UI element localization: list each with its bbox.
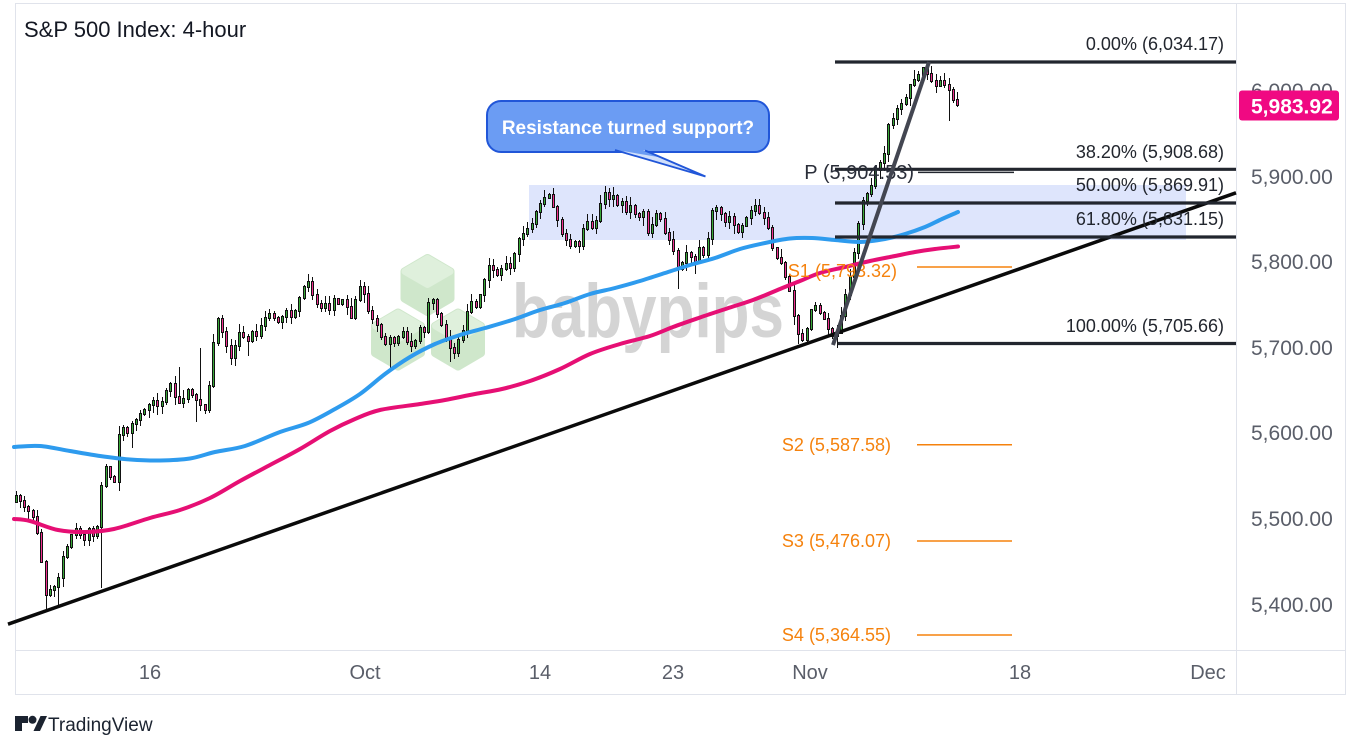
svg-text:S&P 500 Index: 4-hour: S&P 500 Index: 4-hour [24,17,246,42]
svg-text:Resistance turned support?: Resistance turned support? [502,118,754,139]
svg-text:5,600.00: 5,600.00 [1251,422,1333,445]
svg-text:18: 18 [1009,662,1031,684]
svg-text:5,700.00: 5,700.00 [1251,337,1333,360]
svg-text:5,800.00: 5,800.00 [1251,251,1333,274]
svg-text:S4 (5,364.55): S4 (5,364.55) [782,625,891,645]
svg-text:5,500.00: 5,500.00 [1251,508,1333,531]
svg-text:100.00% (5,705.66): 100.00% (5,705.66) [1066,316,1224,336]
svg-text:Nov: Nov [792,662,828,684]
svg-text:5,983.92: 5,983.92 [1251,96,1333,119]
svg-text:5,900.00: 5,900.00 [1251,166,1333,189]
svg-text:38.20% (5,908.68): 38.20% (5,908.68) [1076,142,1224,162]
svg-text:23: 23 [662,662,684,684]
svg-text:5,400.00: 5,400.00 [1251,594,1333,617]
svg-text:50.00% (5,869.91): 50.00% (5,869.91) [1076,175,1224,195]
svg-text:TradingView: TradingView [48,715,153,736]
svg-text:Dec: Dec [1190,662,1226,684]
svg-text:S3 (5,476.07): S3 (5,476.07) [782,531,891,551]
svg-text:16: 16 [139,662,161,684]
svg-text:P (5,904.53): P (5,904.53) [804,162,914,184]
svg-text:S2 (5,587.58): S2 (5,587.58) [782,435,891,455]
svg-text:0.00% (6,034.17): 0.00% (6,034.17) [1086,34,1224,54]
svg-text:Oct: Oct [349,662,381,684]
svg-text:61.80% (5,831.15): 61.80% (5,831.15) [1076,209,1224,229]
svg-text:S1 (5,793.32): S1 (5,793.32) [788,261,897,281]
svg-text:babypips: babypips [512,269,784,354]
svg-text:14: 14 [529,662,551,684]
